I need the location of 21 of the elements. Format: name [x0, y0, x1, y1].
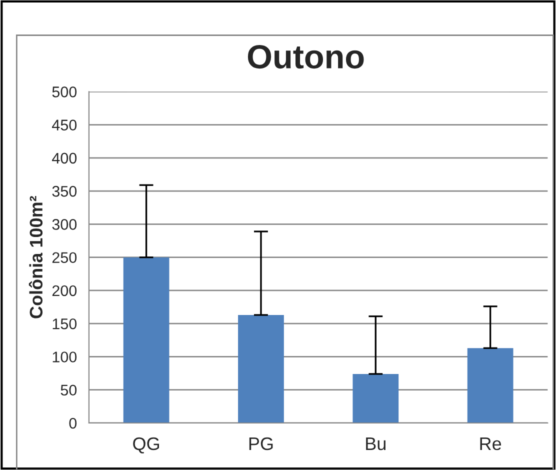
y-tick-label: 0: [69, 418, 77, 429]
y-tick-label: 250: [52, 252, 77, 264]
y-tick-label: 100: [52, 352, 77, 362]
y-tick-label: 400: [52, 152, 77, 164]
y-tick-label: 300: [52, 219, 77, 230]
y-tick-label: 350: [52, 186, 77, 197]
x-tick-label: Bu: [366, 438, 386, 450]
y-tick-label: 450: [52, 120, 77, 130]
bar: [238, 314, 284, 423]
y-tick-label: 50: [60, 384, 77, 396]
bar: [352, 374, 399, 423]
bar: [123, 257, 170, 423]
y-tick-label: 500: [52, 86, 77, 98]
chart-title: Outono: [248, 45, 364, 69]
x-tick-label: QG: [133, 437, 159, 454]
bar: [467, 348, 514, 423]
y-tick-label: 200: [52, 285, 77, 296]
y-tick-label: 150: [52, 318, 77, 330]
x-tick-label: PG: [249, 437, 273, 450]
y-axis-title: Colônia 100m²: [28, 196, 43, 318]
x-tick-label: Re: [480, 438, 502, 450]
